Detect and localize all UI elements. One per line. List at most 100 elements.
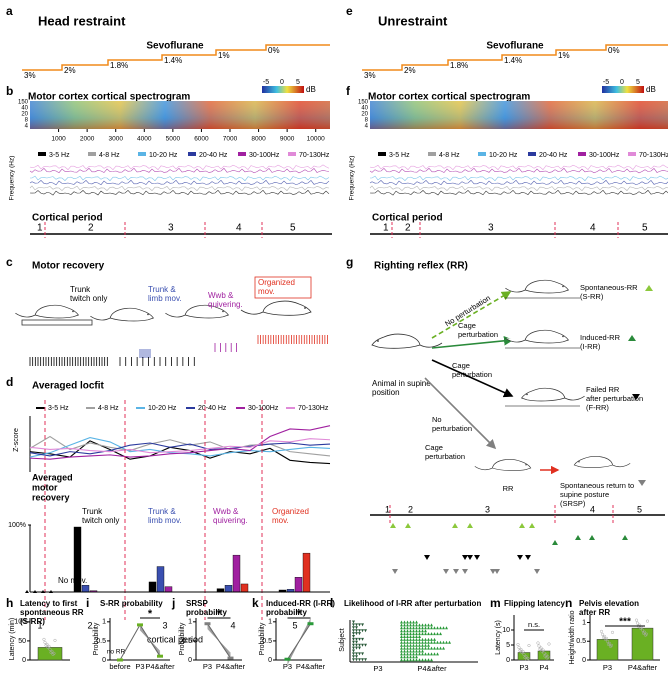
legend-label: 20-40 Hz: [198, 405, 227, 412]
bar: [294, 577, 303, 593]
stage-label: Trunk: [70, 285, 91, 294]
dose-label: 0%: [608, 46, 620, 55]
trial-marker: [424, 626, 427, 630]
sample-dot: [43, 640, 47, 644]
trial-marker: [403, 635, 406, 638]
legend-swatch: [428, 152, 436, 156]
stage-label: limb mov.: [148, 294, 182, 303]
trial-marker: [400, 623, 403, 627]
colorbar: [602, 86, 644, 93]
panel-letter: a: [6, 4, 13, 18]
x-tick-label: P4&after: [296, 662, 326, 671]
x-tick-label: 8000: [251, 136, 266, 143]
dose-label: 0%: [268, 46, 280, 55]
trial-marker: [427, 626, 430, 630]
label: twitch only: [82, 516, 119, 525]
event-triangle: [589, 535, 595, 540]
trial-marker: [421, 626, 424, 630]
trial-marker: [421, 629, 424, 633]
probability-line: [287, 623, 311, 660]
y-tick-label: 20: [21, 112, 28, 118]
arrow: [431, 291, 512, 339]
label: Latency to first: [20, 599, 78, 608]
period-number: 1: [383, 223, 389, 234]
trial-marker: [415, 632, 418, 636]
x-tick-label: P4&after: [417, 664, 447, 673]
sample-dot: [519, 647, 523, 652]
event-triangle: [529, 523, 535, 528]
label: *: [217, 608, 222, 620]
legend-label: 3-5 Hz: [49, 152, 70, 159]
legend-swatch: [378, 152, 386, 156]
trial-marker: [400, 637, 403, 641]
trial-marker: [427, 623, 430, 627]
trial-marker: [352, 652, 355, 656]
trial-marker: [445, 640, 448, 644]
trial-marker: [400, 640, 403, 644]
trial-marker: [430, 632, 433, 636]
event-triangle: [467, 523, 473, 528]
trial-marker: [415, 620, 418, 624]
trial-marker: [358, 623, 361, 627]
label: perturbation: [452, 370, 492, 379]
trial-marker: [418, 640, 421, 644]
bar: [216, 588, 225, 593]
panel-letter: i: [86, 596, 89, 610]
panel-letter: m: [490, 596, 501, 610]
trial-marker: [406, 620, 409, 624]
arrow: [431, 359, 514, 398]
band-trace: [29, 179, 330, 186]
trial-marker: [358, 646, 361, 650]
trial-marker: [358, 658, 361, 662]
label: Cortical period: [372, 213, 443, 224]
event-triangle: [462, 569, 468, 574]
trial-marker: [418, 629, 421, 633]
trial-marker: [418, 632, 421, 636]
trial-marker: [361, 652, 364, 656]
label: ***: [619, 617, 631, 628]
period-number: 1: [37, 620, 42, 630]
y-tick-label: 0.5: [96, 638, 106, 645]
trial-marker: [433, 632, 436, 636]
event-triangle: [467, 555, 473, 560]
trial-marker: [424, 623, 427, 627]
trial-marker: [424, 646, 427, 650]
spectrogram-shade: [370, 101, 668, 129]
period-number: 4: [236, 223, 242, 234]
trial-marker: [355, 658, 358, 662]
trial-marker: [439, 632, 442, 636]
trial-marker: [352, 637, 355, 641]
legend-label: 4-8 Hz: [98, 405, 119, 412]
trial-marker: [433, 640, 436, 644]
trial-marker: [409, 626, 412, 630]
sample-dot: [540, 649, 544, 653]
trial-marker: [415, 626, 418, 630]
trial-marker: [361, 637, 364, 641]
trial-marker: [400, 629, 403, 633]
trial-marker: [409, 637, 412, 641]
x-tick-label: P4&after: [628, 663, 658, 672]
trial-marker: [352, 629, 355, 633]
stage-label: Trunk &: [148, 285, 176, 294]
mean-marker: [204, 622, 211, 626]
sample-dot: [643, 633, 648, 637]
legend-swatch: [38, 152, 46, 156]
sample-dot: [599, 629, 604, 633]
trial-marker: [406, 646, 409, 650]
locfit-line: [29, 442, 331, 457]
rat-eye: [578, 461, 580, 463]
event-triangle: [552, 540, 558, 545]
trial-marker: [421, 658, 424, 662]
trial-marker: [355, 655, 358, 659]
trial-marker: [412, 626, 415, 630]
x-tick-label: P3: [519, 663, 528, 672]
x-tick-label: P3: [203, 662, 212, 671]
sample-dot: [542, 651, 546, 655]
trial-marker: [403, 652, 406, 656]
trial-marker: [412, 632, 415, 636]
trial-marker: [448, 640, 451, 644]
rat-icon: [573, 456, 631, 468]
trial-marker: [355, 652, 358, 656]
trial-marker: [421, 637, 424, 641]
trial-marker: [400, 646, 403, 650]
